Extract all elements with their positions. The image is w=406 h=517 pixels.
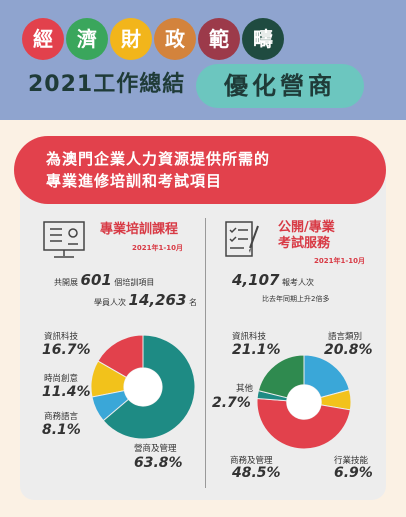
- left-value-language: 8.1%: [42, 422, 81, 438]
- right-label-other: 其他: [236, 384, 254, 394]
- column-divider: [205, 218, 206, 488]
- right-label-it: 資訊科技: [232, 332, 267, 342]
- left-stat-programs-value: 601: [80, 271, 112, 289]
- char-circle: 經: [22, 18, 64, 60]
- left-stat-programs: 共開展 601 個培訓項目: [54, 271, 155, 289]
- banner: 為澳門企業人力資源提供所需的 專業進修培訓和考試項目: [14, 136, 386, 204]
- theme-pill: 優化營商: [196, 64, 364, 108]
- right-stat-candidates: 4,107 報考人次: [232, 271, 314, 289]
- category-circles: 經 濟 財 政 範 疇: [22, 18, 284, 60]
- training-donut-chart: [90, 334, 196, 440]
- right-date: 2021年1-10月: [314, 257, 365, 265]
- right-value-other: 2.7%: [212, 395, 251, 411]
- right-label-language: 語言類別: [328, 332, 363, 342]
- right-label-skills: 行業技能: [334, 456, 369, 466]
- right-label-business: 商務及管理: [230, 456, 273, 466]
- right-title-line1: 公開/專業: [278, 220, 335, 235]
- header-band: 經 濟 財 政 範 疇 2021工作總結 優化營商: [0, 0, 406, 120]
- left-value-it: 16.7%: [42, 342, 91, 358]
- training-hole: [123, 367, 163, 407]
- banner-line2: 專業進修培訓和考試項目: [46, 172, 223, 190]
- right-title: 公開/專業 考試服務: [278, 220, 335, 252]
- left-title: 專業培訓課程: [100, 222, 179, 237]
- right-value-business: 48.5%: [232, 465, 281, 481]
- year-title: 2021工作總結: [28, 72, 186, 97]
- right-stat-candidates-value: 4,107: [232, 271, 280, 289]
- left-value-fashion: 11.4%: [42, 384, 91, 400]
- exam-paper-icon: [225, 221, 259, 257]
- left-value-business: 63.8%: [134, 455, 183, 471]
- right-value-language: 20.8%: [324, 342, 373, 358]
- left-date: 2021年1-10月: [132, 244, 183, 252]
- char-circle: 疇: [242, 18, 284, 60]
- left-label-business: 營商及管理: [134, 444, 177, 454]
- right-stat-growth: 比去年同期上升2倍多: [262, 295, 330, 303]
- banner-line1: 為澳門企業人力資源提供所需的: [46, 150, 271, 168]
- left-stat-trainees: 學員人次 14,263 名: [94, 291, 197, 309]
- exam-donut-chart: [256, 354, 352, 450]
- exam-hole: [286, 384, 322, 420]
- left-label-fashion: 時尚創意: [44, 374, 79, 384]
- char-circle: 濟: [66, 18, 108, 60]
- exam-slice-4: [257, 354, 305, 399]
- left-label-it: 資訊科技: [44, 332, 79, 342]
- char-circle: 政: [154, 18, 196, 60]
- left-stat-trainees-value: 14,263: [128, 291, 187, 309]
- right-value-skills: 6.9%: [334, 465, 373, 481]
- right-title-line2: 考試服務: [278, 236, 331, 251]
- right-value-it: 21.1%: [232, 342, 281, 358]
- left-label-language: 商務語言: [44, 412, 79, 422]
- monitor-icon: [43, 221, 85, 258]
- char-circle: 財: [110, 18, 152, 60]
- char-circle: 範: [198, 18, 240, 60]
